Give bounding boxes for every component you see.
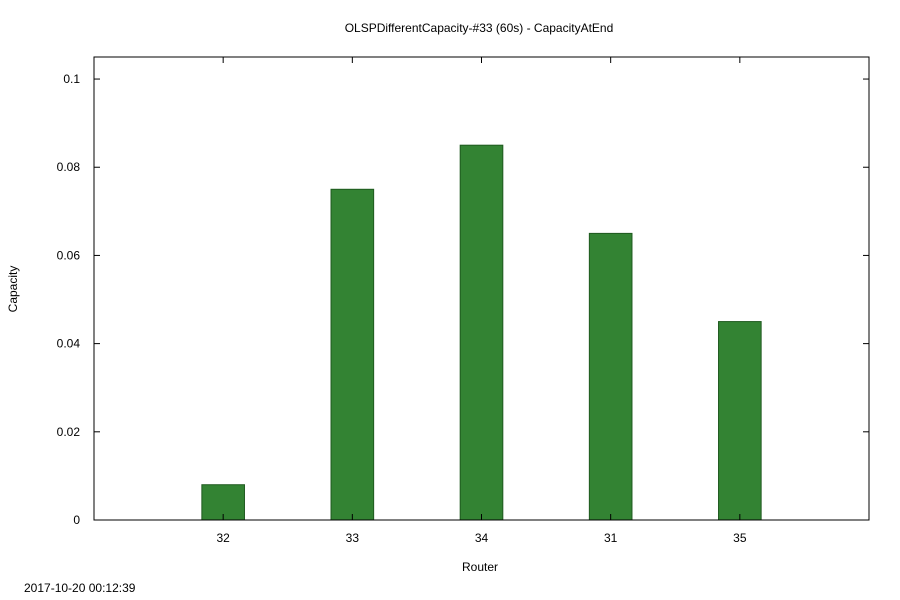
timestamp: 2017-10-20 00:12:39 <box>24 581 136 595</box>
x-tick-label: 34 <box>475 531 489 545</box>
bar-31 <box>588 232 633 521</box>
x-tick-label: 31 <box>604 531 618 545</box>
y-tick-label: 0.06 <box>57 248 81 262</box>
x-tick-label: 33 <box>346 531 360 545</box>
x-tick-label: 35 <box>733 531 747 545</box>
chart-title: OLSPDifferentCapacity-#33 (60s) - Capaci… <box>345 21 614 35</box>
y-tick-label: 0.08 <box>57 160 81 174</box>
y-tick-label: 0.02 <box>57 425 81 439</box>
y-tick-label: 0.1 <box>63 72 80 86</box>
bars-layer <box>201 144 762 521</box>
y-axis-label: Capacity <box>6 266 20 313</box>
x-axis-label: Router <box>462 560 498 574</box>
x-tick-label: 32 <box>216 531 230 545</box>
plot-frame <box>93 56 870 521</box>
bar-35 <box>718 321 762 521</box>
bar-33 <box>330 188 375 521</box>
axis-layer: 0 0.02 0.04 0.06 0.08 0.1 32 33 34 31 35 <box>57 57 869 545</box>
bar-34 <box>459 144 504 521</box>
y-tick-label: 0.04 <box>57 337 81 351</box>
y-tick-label: 0 <box>73 513 80 527</box>
